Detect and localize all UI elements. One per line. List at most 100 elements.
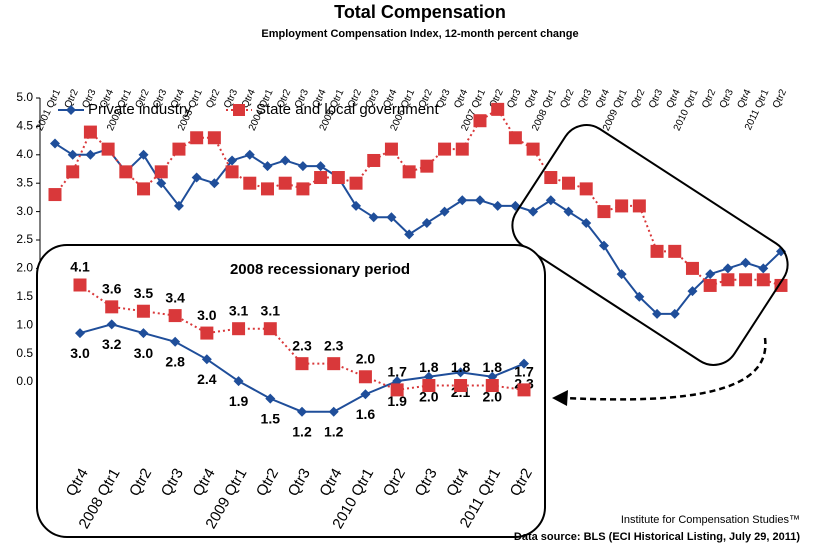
- marker: [327, 357, 341, 371]
- marker: [263, 322, 277, 336]
- y-tick-label: 2.0: [16, 261, 33, 275]
- legend-label: State and local government: [256, 101, 439, 118]
- marker: [331, 171, 345, 185]
- y-tick-label: 2.5: [16, 232, 33, 246]
- marker: [455, 367, 466, 378]
- data-label: 1.5: [261, 410, 281, 426]
- marker: [280, 155, 291, 166]
- marker: [106, 319, 117, 330]
- marker: [66, 105, 76, 115]
- marker: [384, 142, 398, 156]
- x-tick-label: Qtr2: [204, 87, 222, 110]
- marker: [137, 182, 151, 196]
- marker: [457, 195, 468, 206]
- x-tick-label: Qtr2: [700, 87, 718, 110]
- marker: [233, 104, 245, 116]
- marker: [404, 229, 415, 240]
- marker: [368, 212, 379, 223]
- marker: [739, 273, 753, 287]
- data-label: 1.6: [356, 406, 376, 422]
- marker: [776, 246, 786, 257]
- x-tick-label: Qtr4: [665, 87, 683, 110]
- x-tick-label: Qtr4: [523, 87, 541, 110]
- marker: [154, 165, 168, 179]
- marker: [485, 379, 499, 393]
- marker: [491, 102, 505, 116]
- marker: [421, 217, 432, 228]
- data-label: 4.1: [70, 259, 90, 275]
- data-label: 2.3: [324, 337, 344, 353]
- marker: [66, 165, 80, 179]
- marker: [48, 188, 62, 202]
- marker: [597, 205, 611, 219]
- marker: [351, 200, 362, 211]
- marker: [650, 244, 664, 258]
- x-tick-label: Qtr2: [629, 87, 647, 110]
- marker: [705, 269, 716, 280]
- data-label: 3.2: [102, 336, 122, 352]
- marker: [101, 142, 115, 156]
- data-label: 1.7: [387, 364, 407, 380]
- data-label: 1.2: [292, 423, 312, 439]
- x-tick-label: Qtr3: [718, 87, 736, 110]
- marker: [297, 161, 308, 172]
- chart-title: Total Compensation: [334, 2, 506, 22]
- y-tick-label: 3.0: [16, 204, 33, 218]
- marker: [544, 171, 558, 185]
- marker: [703, 278, 717, 292]
- marker: [616, 269, 627, 280]
- marker: [170, 336, 181, 347]
- marker: [687, 286, 698, 297]
- y-tick-label: 3.5: [16, 175, 33, 189]
- marker: [652, 308, 663, 319]
- marker: [721, 273, 735, 287]
- marker: [138, 149, 149, 160]
- marker: [581, 217, 592, 228]
- marker: [138, 328, 149, 339]
- data-label: 3.4: [165, 289, 185, 305]
- data-label: 2.0: [356, 350, 376, 366]
- data-label: 1.8: [451, 359, 471, 375]
- marker: [232, 322, 246, 336]
- marker: [296, 182, 310, 196]
- x-tick-label: Qtr3: [647, 87, 665, 110]
- marker: [517, 383, 531, 397]
- marker: [233, 376, 244, 387]
- marker: [420, 159, 434, 173]
- data-label: 3.1: [229, 302, 249, 318]
- marker: [562, 176, 576, 190]
- series-line: [79, 284, 525, 391]
- data-label: 3.1: [261, 302, 281, 318]
- marker: [722, 263, 733, 274]
- marker: [201, 354, 212, 365]
- data-label: 1.9: [229, 393, 249, 409]
- marker: [367, 153, 381, 167]
- data-label: 3.0: [197, 307, 217, 323]
- marker: [439, 206, 450, 217]
- marker: [156, 178, 167, 189]
- x-tick-label: Qtr4: [594, 87, 612, 110]
- marker: [758, 263, 769, 274]
- y-tick-label: 4.0: [16, 147, 33, 161]
- marker: [519, 358, 529, 369]
- marker: [390, 383, 404, 397]
- marker: [492, 200, 503, 211]
- data-label: 1.9: [387, 393, 407, 409]
- marker: [756, 273, 770, 287]
- marker: [685, 261, 699, 275]
- marker: [295, 357, 309, 371]
- marker: [455, 142, 469, 156]
- data-label: 3.5: [134, 285, 154, 301]
- marker: [50, 138, 60, 149]
- x-tick-label: Qtr3: [505, 87, 523, 110]
- marker: [349, 176, 363, 190]
- marker: [73, 278, 87, 292]
- arrow-head: [552, 390, 568, 406]
- marker: [360, 389, 371, 400]
- marker: [119, 165, 133, 179]
- chart-subtitle: Employment Compensation Index, 12-month …: [261, 28, 578, 40]
- y-tick-label: 1.5: [16, 289, 33, 303]
- marker: [243, 176, 257, 190]
